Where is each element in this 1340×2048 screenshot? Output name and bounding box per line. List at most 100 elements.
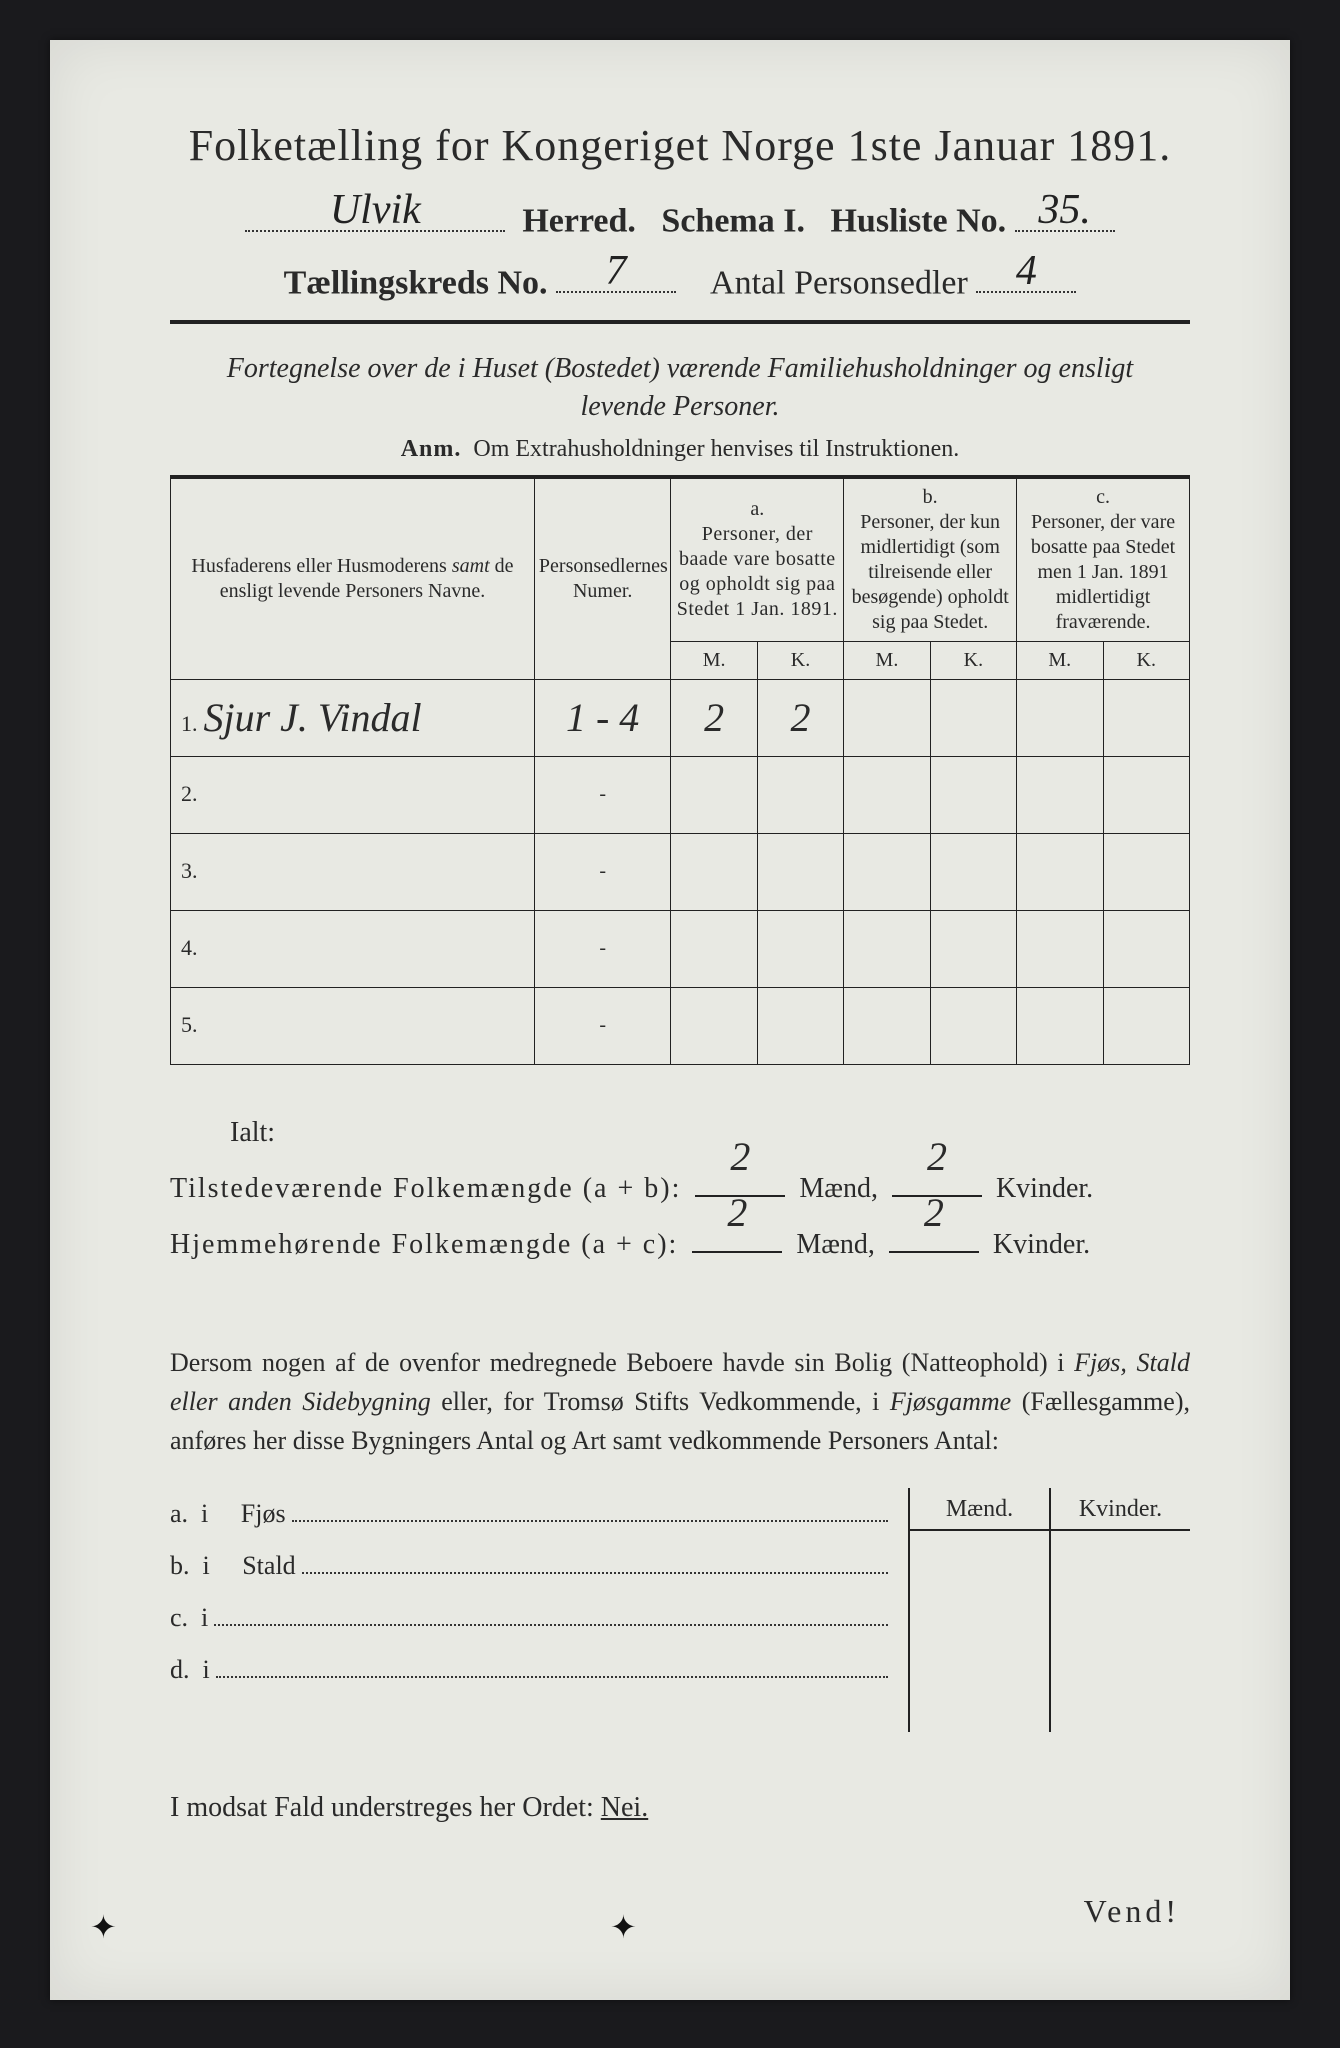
b-text: Personer, der kun midlertidigt (som tilr…: [852, 511, 1009, 633]
list-item: c. i: [170, 1592, 888, 1644]
footer-nei: Nei.: [601, 1792, 648, 1823]
list-item-label: d. i: [170, 1644, 210, 1696]
name-cell: 4.: [171, 910, 535, 987]
cM-cell: [1017, 679, 1103, 756]
bK-cell: [930, 987, 1016, 1064]
aM-cell: 2: [671, 679, 757, 756]
col-header-a: a. Personer, der baade vare bosatte og o…: [671, 478, 844, 642]
punch-mark-icon: ✦: [610, 1914, 636, 1940]
row-number: 4.: [181, 935, 198, 960]
bM-cell: [844, 833, 930, 910]
cM-cell: [1017, 910, 1103, 987]
list-item-label: a. i Fjøs: [170, 1488, 286, 1540]
dotted-fill: [216, 1654, 888, 1678]
page-title: Folketælling for Kongeriget Norge 1ste J…: [170, 120, 1190, 171]
numer-cell: 1 - 4: [534, 679, 670, 756]
list-item: d. i: [170, 1644, 888, 1696]
vend-label: Vend!: [1084, 1893, 1180, 1930]
maend-word-1: Mænd,: [799, 1173, 878, 1204]
row-number: 5.: [181, 1012, 198, 1037]
a-text: Personer, der baade vare bosatte og opho…: [677, 523, 838, 620]
anm-label: Anm.: [401, 436, 462, 462]
numer-handwritten: 1 - 4: [566, 695, 639, 740]
b-K: K.: [930, 641, 1016, 679]
cK-cell: [1103, 987, 1190, 1064]
list-item-label: b. i Stald: [170, 1540, 296, 1592]
b-M: M.: [844, 641, 930, 679]
instructions-para: Dersom nogen af de ovenfor medregnede Be…: [170, 1343, 1190, 1460]
tilstede-label: Tilstedeværende Folkemængde (a + b):: [170, 1173, 681, 1204]
cK-cell: [1103, 756, 1190, 833]
name-cell: 3.: [171, 833, 535, 910]
bK-cell: [930, 910, 1016, 987]
mk-box: Mænd. Kvinder.: [908, 1488, 1190, 1732]
table-row: 3. -: [171, 833, 1190, 910]
bM-cell: [844, 910, 930, 987]
hjemme-maend-slot: 2: [692, 1224, 782, 1253]
aK-cell: [757, 756, 843, 833]
col-header-c: c. Personer, der vare bosatte paa Stedet…: [1017, 478, 1190, 642]
ialt-label: Ialt:: [230, 1105, 1190, 1161]
cK-cell: [1103, 910, 1190, 987]
herred-handwritten: Ulvik: [330, 186, 421, 234]
c-M: M.: [1017, 641, 1103, 679]
col-header-b: b. Personer, der kun midlertidigt (som t…: [844, 478, 1017, 642]
list-item: a. i Fjøs: [170, 1488, 888, 1540]
mk-col-maend: Mænd.: [910, 1488, 1051, 1732]
c-K: K.: [1103, 641, 1190, 679]
intro-line-2: levende Personer.: [580, 391, 779, 422]
cM-cell: [1017, 833, 1103, 910]
aK-cell: 2: [757, 679, 843, 756]
para-mid: eller, for Tromsø Stifts Vedkommende, i: [431, 1387, 890, 1416]
kvinder-word-2: Kvinder.: [993, 1229, 1090, 1260]
heavy-rule: [170, 320, 1190, 324]
table-row: 2.-: [171, 756, 1190, 833]
dotted-fill: [302, 1550, 888, 1574]
antal-field: 4: [976, 261, 1076, 294]
mk-col-kvinder: Kvinder.: [1051, 1488, 1190, 1732]
mk-kvinder-header: Kvinder.: [1051, 1492, 1190, 1531]
para-pre: Dersom nogen af de ovenfor medregnede Be…: [170, 1348, 1074, 1377]
building-list-block: a. i Fjøsb. i Staldc. id. i Mænd. Kvinde…: [170, 1488, 1190, 1732]
kreds-handwritten: 7: [606, 247, 627, 295]
punch-mark-icon: ✦: [90, 1914, 116, 1940]
name-cell: 2.: [171, 756, 535, 833]
numer-cell: -: [534, 833, 670, 910]
table-row: 4.-: [171, 910, 1190, 987]
aK-cell: [757, 833, 843, 910]
hjemme-kvinder-value: 2: [924, 1173, 944, 1253]
b-label: b.: [923, 486, 938, 508]
bM-cell: [844, 987, 930, 1064]
aM-cell: [671, 987, 757, 1064]
totals-block: Ialt: Tilstedeværende Folkemængde (a + b…: [170, 1105, 1190, 1273]
row-number: 3.: [181, 858, 198, 883]
hjemme-maend-value: 2: [727, 1173, 747, 1253]
bM-cell: [844, 756, 930, 833]
dotted-fill: [214, 1602, 888, 1626]
cM-cell: [1017, 756, 1103, 833]
dotted-fill: [292, 1498, 888, 1522]
aK-cell: [757, 987, 843, 1064]
intro-text: Fortegnelse over de i Huset (Bostedet) v…: [170, 350, 1190, 426]
para-it2: Fjøsgamme: [890, 1387, 1011, 1416]
census-table: Husfaderens eller Husmode­rens samt de e…: [170, 477, 1190, 1065]
aM-cell: [671, 833, 757, 910]
cM-cell: [1017, 987, 1103, 1064]
table-body: 1.Sjur J. Vindal1 - 4222.-3.-4.-5.-: [171, 679, 1190, 1064]
list-item: b. i Stald: [170, 1540, 888, 1592]
aK-cell: [757, 910, 843, 987]
bM-cell: [844, 679, 930, 756]
bK-cell: [930, 679, 1016, 756]
col-header-names: Husfaderens eller Husmode­rens samt de e…: [171, 478, 535, 680]
census-form-page: Folketælling for Kongeriget Norge 1ste J…: [50, 40, 1290, 2000]
bK-cell: [930, 756, 1016, 833]
maend-word-2: Mænd,: [796, 1229, 875, 1260]
aM-cell: [671, 910, 757, 987]
kvinder-word-1: Kvinder.: [996, 1173, 1093, 1204]
husliste-handwritten: 35.: [1038, 186, 1091, 234]
row-number: 1.: [181, 711, 198, 736]
row-number: 2.: [181, 781, 198, 806]
cell-handwritten: 2: [791, 695, 811, 740]
a-label: a.: [750, 498, 764, 520]
col-header-numer: Personsedlernes Numer.: [534, 478, 670, 680]
